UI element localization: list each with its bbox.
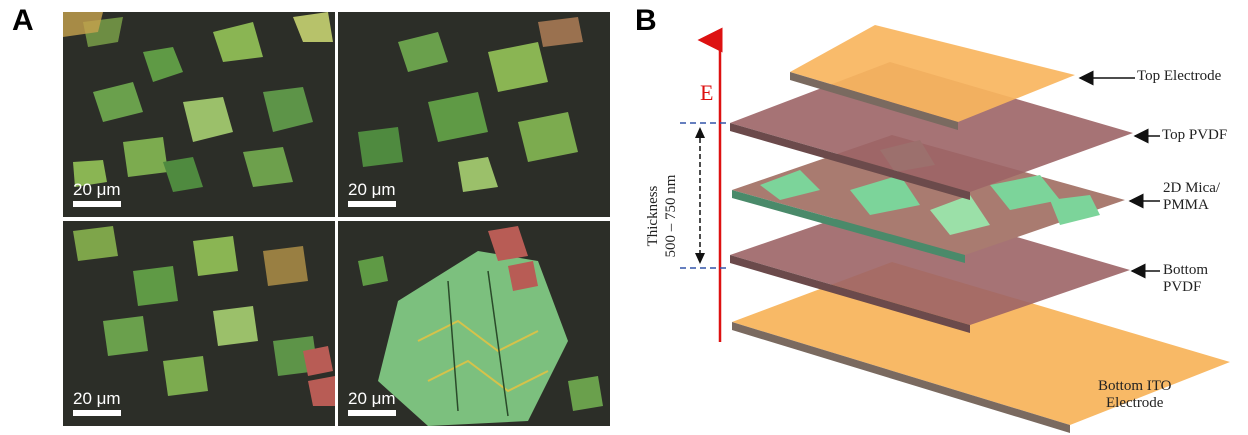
flakes-2	[358, 17, 583, 192]
label-mica-pmma: 2D Mica/ PMMA	[1163, 180, 1220, 215]
label-bottom-ito-line1: Bottom ITO	[1098, 378, 1172, 394]
thickness-label-line1: Thickness	[645, 185, 661, 247]
field-label: E	[700, 80, 714, 105]
label-bottom-pvdf: Bottom PVDF	[1163, 262, 1208, 297]
label-mica-line1: 2D Mica/	[1163, 180, 1221, 196]
scale-bar-2: 20 μm	[348, 181, 404, 207]
scale-label-1: 20 μm	[73, 180, 121, 199]
flakes-1	[63, 12, 333, 192]
micrograph-3: 20 μm	[63, 221, 335, 426]
label-bottom-pvdf-line2: PVDF	[1163, 279, 1202, 296]
scale-bar-3: 20 μm	[73, 390, 129, 416]
top-pvdf-layer	[730, 62, 1133, 200]
scale-line-3	[73, 410, 121, 416]
flakes-4	[358, 226, 603, 426]
micrograph-1: 20 μm	[63, 12, 335, 217]
label-bottom-ito: Bottom ITO Electrode	[1098, 378, 1171, 413]
micrograph-4: 20 μm	[338, 221, 610, 426]
panel-b-letter: B	[635, 4, 657, 37]
thickness-label-line2: 500 – 750 nm	[663, 174, 679, 258]
scale-bar-1: 20 μm	[73, 181, 129, 207]
label-bottom-pvdf-line1: Bottom	[1163, 262, 1209, 278]
micrograph-2: 20 μm	[338, 12, 610, 217]
bottom-pvdf-layer	[730, 200, 1130, 333]
thickness-label: Thickness 500 – 750 nm	[644, 146, 684, 286]
label-mica-line2: PMMA	[1163, 197, 1209, 214]
label-top-pvdf: Top PVDF	[1162, 127, 1228, 143]
label-top-electrode: Top Electrode	[1137, 68, 1222, 84]
scale-label-4: 20 μm	[348, 389, 396, 408]
scale-line-2	[348, 201, 396, 207]
thickness-arrow-head-top	[695, 127, 705, 138]
flakes-3	[73, 226, 335, 406]
scale-line-1	[73, 201, 121, 207]
scale-label-2: 20 μm	[348, 180, 396, 199]
thickness-arrow-head-bottom	[695, 253, 705, 264]
scale-label-3: 20 μm	[73, 389, 121, 408]
label-bottom-ito-line2: Electrode	[1106, 395, 1164, 412]
mica-pmma-layer	[732, 135, 1125, 263]
top-electrode-layer	[790, 25, 1075, 130]
scale-bar-4: 20 μm	[348, 390, 404, 416]
panel-a-letter: A	[12, 4, 34, 37]
scale-line-4	[348, 410, 396, 416]
